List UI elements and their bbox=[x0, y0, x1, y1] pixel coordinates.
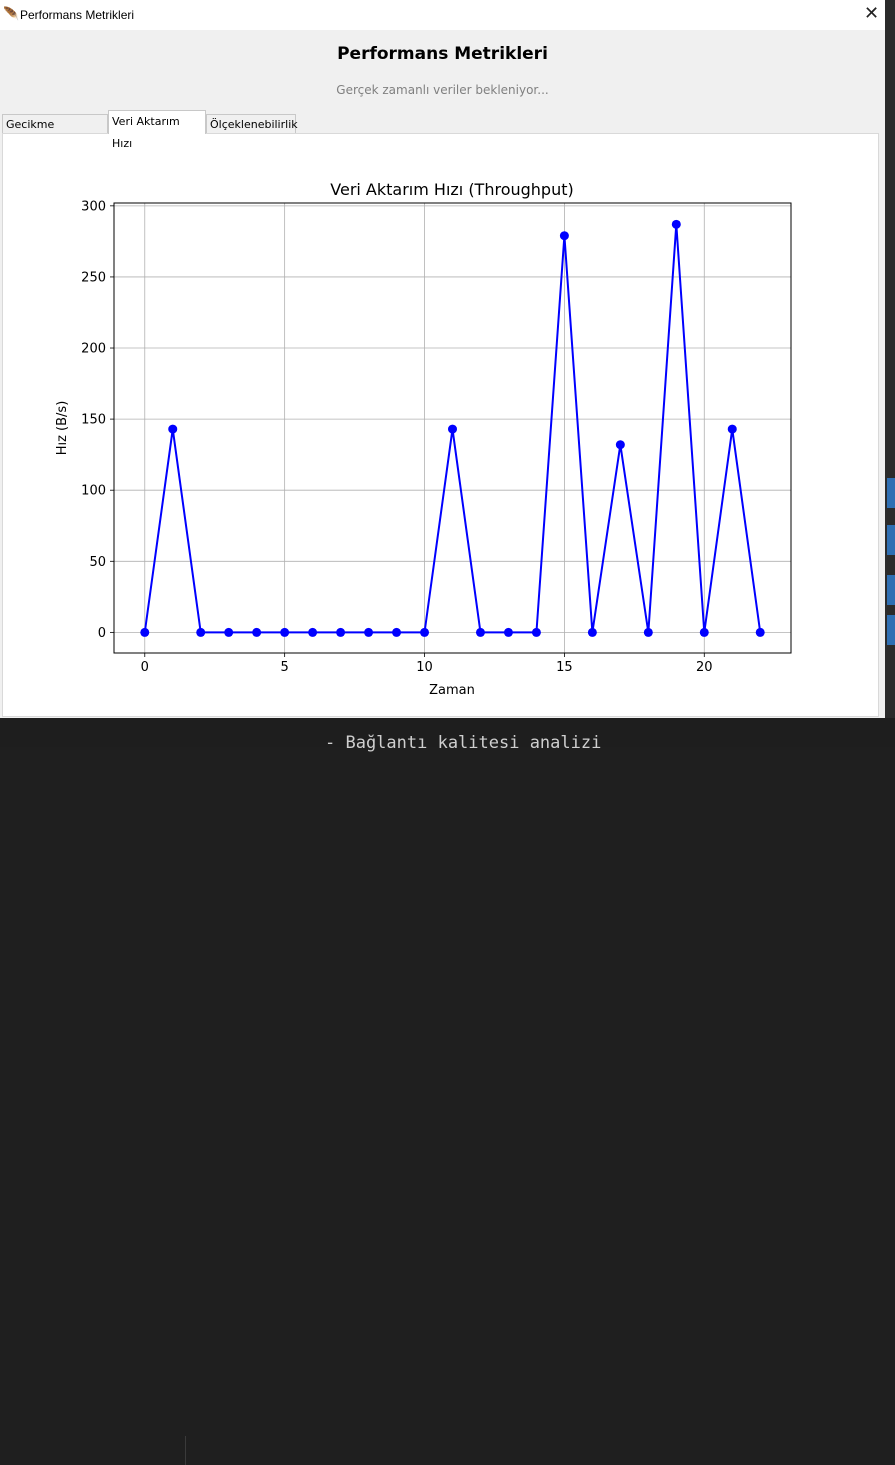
data-point bbox=[559, 231, 569, 241]
series-points bbox=[140, 219, 765, 637]
data-point bbox=[252, 627, 262, 637]
data-point bbox=[531, 627, 541, 637]
tab-throughput[interactable]: Veri Aktarım Hızı bbox=[108, 110, 206, 150]
feather-icon: 🪶 bbox=[3, 7, 20, 22]
background-block bbox=[887, 575, 895, 605]
data-point bbox=[308, 627, 318, 637]
data-point bbox=[448, 424, 457, 434]
data-point bbox=[643, 627, 653, 637]
y-tick-label: 100 bbox=[81, 484, 106, 499]
tab-panel: 0 5 10 15 20 0 50 100 150 200 250 300 Veri Aktarım … bbox=[2, 133, 879, 717]
data-point bbox=[475, 627, 485, 637]
page-title: Performans Metrikleri bbox=[337, 44, 548, 64]
data-point bbox=[699, 627, 709, 637]
data-point bbox=[224, 627, 234, 637]
y-tick-label: 0 bbox=[98, 626, 106, 641]
data-point bbox=[587, 627, 597, 637]
data-point bbox=[280, 627, 290, 637]
data-point bbox=[196, 627, 206, 637]
x-tick-label: 10 bbox=[416, 660, 433, 675]
x-axis-label: Zaman bbox=[429, 683, 475, 698]
data-point bbox=[755, 627, 765, 637]
tab-scalability[interactable]: Ölçeklenebilirlik bbox=[206, 114, 298, 134]
data-point bbox=[671, 219, 681, 229]
background-right-strip bbox=[885, 0, 895, 747]
title-bar: 🪶 Performans Metrikleri ✕ bbox=[0, 0, 885, 30]
background-editor bbox=[0, 718, 895, 1465]
y-tick-label: 150 bbox=[81, 413, 106, 428]
background-block bbox=[887, 615, 895, 645]
background-block bbox=[887, 478, 895, 508]
data-point bbox=[140, 627, 150, 637]
app-window: 🪶 Performans Metrikleri ✕ Performans Met… bbox=[0, 0, 885, 718]
data-point bbox=[364, 627, 374, 637]
x-tick-label: 0 bbox=[141, 660, 149, 675]
grid-lines bbox=[114, 203, 791, 653]
data-point bbox=[615, 440, 625, 450]
data-point bbox=[420, 627, 430, 637]
data-point bbox=[392, 627, 402, 637]
chart-title: Veri Aktarım Hızı (Throughput) bbox=[330, 180, 573, 199]
y-tick-label: 300 bbox=[81, 199, 106, 214]
plot-frame bbox=[113, 202, 792, 654]
data-point bbox=[503, 627, 513, 637]
status-text: Gerçek zamanlı veriler bekleniyor... bbox=[336, 83, 549, 97]
x-tick-label: 20 bbox=[696, 660, 713, 675]
tab-latency[interactable]: Gecikme (Latency) bbox=[2, 114, 108, 151]
y-tick-label: 200 bbox=[81, 342, 106, 357]
data-point bbox=[168, 424, 178, 434]
window-title: Performans Metrikleri bbox=[20, 8, 135, 22]
data-point bbox=[727, 424, 737, 434]
y-axis-label: Hız (B/s) bbox=[55, 401, 70, 456]
background-code-line: - Bağlantı kalitesi analizi bbox=[325, 733, 602, 753]
x-tick-label: 15 bbox=[556, 660, 573, 675]
editor-gutter-line bbox=[185, 1436, 186, 1465]
background-block bbox=[887, 525, 895, 555]
y-tick-label: 250 bbox=[81, 270, 106, 285]
data-point bbox=[336, 627, 346, 637]
close-icon[interactable]: ✕ bbox=[864, 3, 880, 24]
y-tick-label: 50 bbox=[89, 555, 106, 570]
x-tick-label: 5 bbox=[281, 660, 289, 675]
